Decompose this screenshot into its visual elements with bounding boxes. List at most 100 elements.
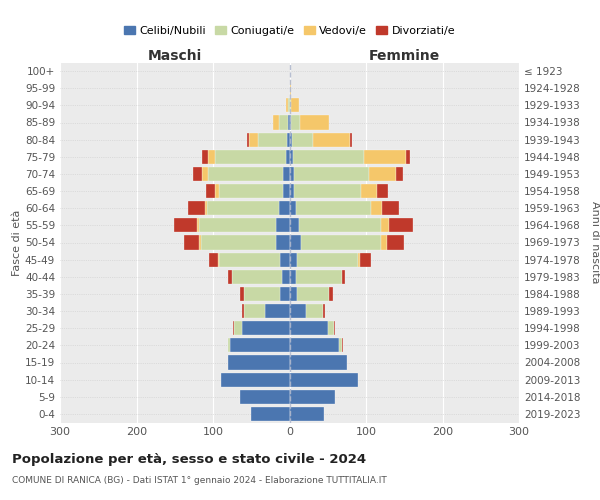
Bar — [219, 252, 280, 266]
Bar — [290, 356, 347, 370]
Bar — [382, 201, 399, 215]
Bar — [240, 390, 290, 404]
Bar — [227, 338, 230, 352]
Bar — [188, 201, 205, 215]
Bar — [406, 150, 410, 164]
Bar — [265, 304, 290, 318]
Bar — [218, 252, 219, 266]
Bar — [294, 167, 369, 181]
Bar — [283, 167, 290, 181]
Bar — [296, 270, 341, 284]
Bar — [199, 218, 276, 232]
Bar — [377, 184, 388, 198]
Bar — [371, 201, 382, 215]
Bar — [388, 236, 404, 250]
Bar — [276, 218, 290, 232]
Bar — [279, 116, 288, 130]
Bar — [290, 304, 307, 318]
Bar — [396, 167, 403, 181]
Y-axis label: Anni di nascita: Anni di nascita — [590, 201, 600, 284]
Bar — [229, 356, 290, 370]
Bar — [279, 201, 290, 215]
Bar — [350, 132, 352, 146]
Bar — [290, 372, 358, 386]
Bar — [291, 98, 299, 112]
Bar — [323, 304, 325, 318]
Bar — [389, 218, 413, 232]
Bar — [240, 287, 244, 301]
Bar — [244, 287, 280, 301]
Bar — [290, 218, 299, 232]
Bar — [293, 150, 364, 164]
Bar — [193, 167, 202, 181]
Bar — [233, 321, 235, 335]
Bar — [339, 338, 341, 352]
Bar — [382, 236, 388, 250]
Bar — [215, 150, 286, 164]
Bar — [290, 81, 291, 95]
Bar — [290, 167, 294, 181]
Text: Femmine: Femmine — [368, 48, 440, 62]
Bar — [202, 150, 208, 164]
Bar — [290, 184, 294, 198]
Bar — [290, 132, 292, 146]
Bar — [235, 321, 242, 335]
Y-axis label: Fasce di età: Fasce di età — [12, 210, 22, 276]
Legend: Celibi/Nubili, Coniugati/e, Vedovi/e, Divorziati/e: Celibi/Nubili, Coniugati/e, Vedovi/e, Di… — [119, 22, 460, 40]
Bar — [205, 201, 207, 215]
Bar — [286, 98, 288, 112]
Bar — [328, 321, 334, 335]
Bar — [290, 252, 297, 266]
Text: Maschi: Maschi — [148, 48, 202, 62]
Bar — [230, 338, 290, 352]
Bar — [290, 116, 291, 130]
Bar — [206, 184, 215, 198]
Bar — [301, 236, 382, 250]
Bar — [297, 287, 329, 301]
Bar — [361, 184, 377, 198]
Bar — [202, 167, 208, 181]
Bar — [197, 218, 199, 232]
Bar — [307, 304, 323, 318]
Bar — [232, 270, 282, 284]
Bar — [382, 218, 389, 232]
Bar — [290, 407, 324, 421]
Bar — [297, 252, 358, 266]
Bar — [313, 132, 350, 146]
Bar — [208, 167, 283, 181]
Bar — [291, 116, 300, 130]
Bar — [290, 201, 296, 215]
Bar — [290, 390, 335, 404]
Bar — [209, 252, 218, 266]
Bar — [290, 321, 328, 335]
Bar — [199, 236, 201, 250]
Bar — [244, 304, 265, 318]
Bar — [242, 304, 244, 318]
Bar — [287, 132, 290, 146]
Bar — [174, 218, 197, 232]
Bar — [221, 372, 290, 386]
Bar — [360, 252, 371, 266]
Bar — [207, 201, 279, 215]
Text: Popolazione per età, sesso e stato civile - 2024: Popolazione per età, sesso e stato civil… — [12, 452, 366, 466]
Bar — [329, 287, 333, 301]
Bar — [280, 287, 290, 301]
Bar — [229, 270, 232, 284]
Bar — [286, 150, 290, 164]
Bar — [215, 184, 219, 198]
Bar — [294, 184, 361, 198]
Bar — [290, 338, 339, 352]
Bar — [219, 184, 283, 198]
Bar — [249, 132, 258, 146]
Bar — [258, 132, 287, 146]
Bar — [290, 287, 297, 301]
Bar — [280, 252, 290, 266]
Bar — [299, 218, 382, 232]
Bar — [272, 116, 279, 130]
Bar — [300, 116, 329, 130]
Bar — [242, 321, 290, 335]
Bar — [290, 150, 293, 164]
Bar — [184, 236, 199, 250]
Bar — [208, 150, 215, 164]
Bar — [283, 184, 290, 198]
